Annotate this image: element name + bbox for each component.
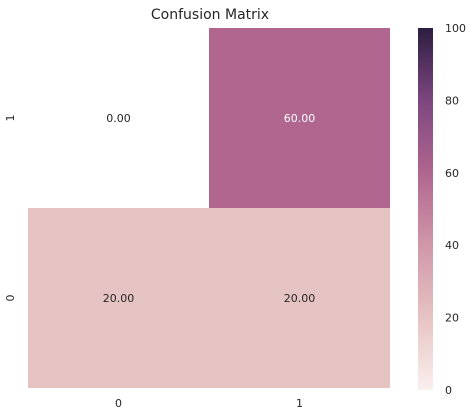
cell-label: 20.00: [284, 292, 316, 305]
colorbar-tick-label: 100: [445, 22, 466, 35]
colorbar-tick-label: 20: [445, 312, 459, 325]
x-tick-label: 1: [296, 397, 303, 410]
colorbar-tick-label: 80: [445, 94, 459, 107]
y-tick-label: 1: [4, 115, 17, 122]
y-tick-label: 0: [4, 295, 17, 302]
cell-label: 20.00: [103, 292, 135, 305]
heatmap-cell: [209, 28, 390, 208]
heatmap-cell: [209, 208, 390, 388]
x-tick-label: 0: [115, 397, 122, 410]
colorbar-tick-label: 60: [445, 167, 459, 180]
cell-label: 0.00: [106, 112, 131, 125]
chart-title: Confusion Matrix: [151, 7, 269, 23]
heatmap-cell: [28, 208, 209, 388]
colorbar-tick-label: 0: [445, 384, 452, 397]
colorbar: [418, 28, 433, 390]
colorbar-tick-label: 40: [445, 239, 459, 252]
cell-label: 60.00: [284, 112, 316, 125]
